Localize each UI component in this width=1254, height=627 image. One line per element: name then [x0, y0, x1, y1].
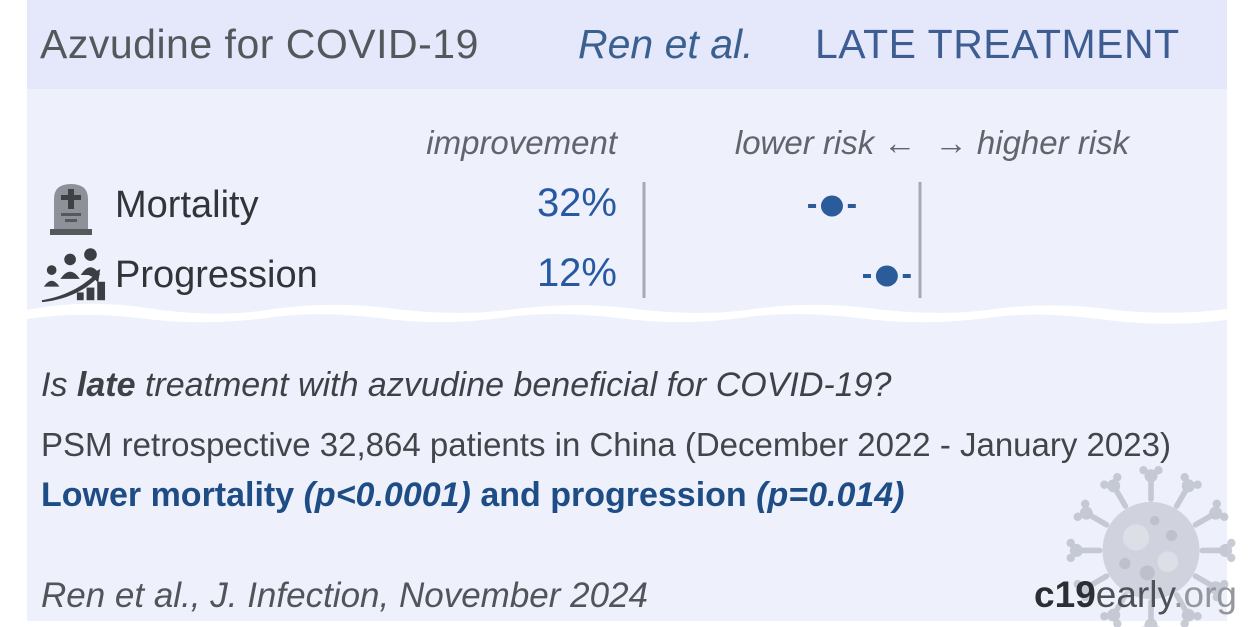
ci-whisker [808, 204, 817, 208]
study-title: Azvudine for COVID-19 [40, 21, 479, 67]
ci-whisker [902, 274, 911, 278]
treatment-stage-label: LATE TREATMENT [815, 21, 1180, 67]
outcome-label-progression: Progression [115, 254, 318, 296]
effect-marker [820, 195, 843, 217]
summary-question: Is late treatment with azvudine benefici… [41, 366, 891, 405]
study-author: Ren et al. [578, 21, 754, 67]
question-prefix: Is [41, 366, 77, 404]
risk-axis-header: lower risk ← → higher risk [734, 124, 1130, 161]
forest-plot [642, 182, 922, 298]
ci-whisker [847, 204, 856, 208]
citation-line: Ren et al., J. Infection, November 2024 [41, 576, 648, 615]
improvement-value-progression: 12% [536, 251, 617, 295]
study-card: Azvudine for COVID-19 Ren et al. LATE TR… [27, 0, 1227, 621]
header-band: Azvudine for COVID-19 Ren et al. LATE TR… [27, 0, 1227, 89]
improvement-column-header: improvement [426, 124, 617, 161]
logo-org: .org [1173, 574, 1237, 615]
site-logo[interactable]: c19early.org [1034, 574, 1237, 616]
effect-marker [875, 265, 898, 287]
ci-whisker [863, 274, 872, 278]
coronavirus-icon [1066, 466, 1236, 627]
result-text-2: and progression [470, 476, 757, 514]
improvement-value-mortality: 32% [536, 181, 617, 225]
result-text-1: Lower mortality [41, 476, 304, 514]
result-pvalue-mortality: (p<0.0001) [303, 476, 471, 514]
question-keyword: late [76, 366, 136, 404]
logo-c19: c19 [1034, 574, 1096, 615]
study-description: PSM retrospective 32,864 patients in Chi… [41, 426, 1171, 463]
tombstone-icon [45, 178, 97, 241]
question-suffix: treatment with azvudine beneficial for C… [135, 366, 892, 404]
progression-icon [40, 245, 106, 308]
result-pvalue-progression: (p=0.014) [756, 476, 905, 514]
wave-divider [27, 303, 1227, 324]
logo-early: early [1095, 574, 1174, 615]
outcome-label-mortality: Mortality [115, 184, 259, 226]
result-line: Lower mortality (p<0.0001) and progressi… [41, 476, 905, 515]
